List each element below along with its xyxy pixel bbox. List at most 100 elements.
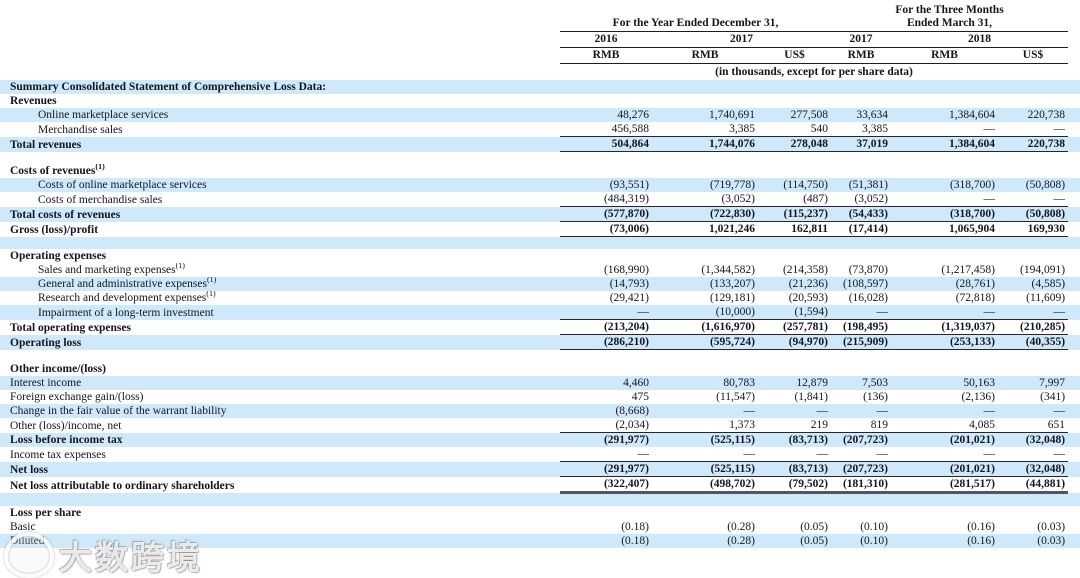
table-row: Costs of merchandise sales (484,319) (3,05…: [0, 192, 1080, 207]
row-spacer: [1068, 320, 1080, 335]
value-cell: 3,385: [831, 122, 892, 137]
comprehensive-loss-table: For the Year Ended December 31, For the …: [0, 4, 1080, 548]
row-label-text: Net loss attributable to ordinary shareh…: [10, 479, 235, 492]
row-label-text: Interest income: [10, 377, 82, 389]
row-label: Net loss: [0, 461, 560, 477]
row-spacer: [1068, 520, 1080, 534]
value-cell: —: [560, 305, 652, 320]
value-cell: —: [652, 447, 758, 462]
row-spacer: [1068, 291, 1080, 305]
col-header-currency: RMB: [891, 47, 999, 64]
row-label: Total operating expenses: [0, 320, 560, 335]
value-cell: [831, 152, 891, 165]
table-row: Summary Consolidated Statement of Compre…: [0, 80, 1080, 94]
value-cell: (498,702): [652, 476, 758, 494]
value-cell: [831, 249, 891, 263]
footnote-marker: (1): [206, 291, 216, 299]
header-spacer: [1068, 32, 1080, 48]
row-spacer: [1068, 305, 1080, 320]
header-group-row: For the Year Ended December 31, For the …: [0, 4, 1080, 32]
col-header-currency: RMB: [652, 47, 758, 64]
header-spacer: [0, 32, 560, 48]
value-cell: 278,048: [758, 136, 832, 152]
value-cell: (318,700): [891, 178, 999, 192]
value-cell: 33,634: [831, 108, 892, 122]
row-label-text: Merchandise sales: [38, 123, 123, 136]
value-cell: [831, 80, 892, 94]
value-cell: —: [831, 404, 892, 418]
value-cell: 819: [831, 418, 892, 433]
value-cell: —: [891, 404, 999, 418]
value-cell: (214,358): [782, 264, 829, 276]
row-label-text: Sales and marketing expenses: [38, 264, 176, 276]
col-header-year-2017-q1: 2017: [831, 31, 892, 48]
value-cell: (1,319,037): [891, 319, 999, 335]
value-cell: [560, 152, 652, 165]
table-row: Net loss attributable to ordinary shareh…: [0, 476, 1080, 494]
value-cell: [758, 94, 831, 108]
value-cell: (0.16): [967, 521, 996, 533]
row-label-text: Online marketplace services: [38, 109, 169, 121]
row-label: Costs of revenues(1): [0, 164, 560, 178]
row-spacer: [1068, 222, 1080, 237]
value-cell: 540: [758, 122, 832, 137]
row-label-text: Other income/(loss): [10, 363, 106, 375]
row-label-text: Revenues: [10, 95, 57, 107]
table-row: Basic (0.18) (0.28) (0.05) (0.10) (0.16) (0.03…: [0, 520, 1080, 534]
value-cell: (201,021): [891, 432, 999, 447]
value-cell: (129,181): [709, 292, 755, 304]
value-cell: (11,547): [716, 391, 755, 403]
col-header-currency: US$: [998, 47, 1069, 64]
value-cell: —: [998, 305, 1069, 320]
value-cell: [652, 152, 758, 165]
value-cell: [560, 94, 652, 108]
value-cell: (168,990): [603, 264, 649, 276]
col-group-three-months-line2: Ended March 31,: [906, 17, 993, 29]
value-cell: —: [560, 447, 652, 462]
row-spacer: [1068, 506, 1080, 520]
value-cell: (722,830): [652, 206, 758, 222]
value-cell: (1,594): [758, 305, 832, 320]
value-cell: 4,085: [891, 418, 999, 433]
value-cell: [831, 350, 891, 363]
row-label-text: Costs of online marketplace services: [38, 179, 207, 191]
value-cell: —: [891, 305, 999, 320]
row-label: General and administrative expenses(1): [0, 277, 560, 291]
value-cell: [998, 80, 1069, 94]
col-header-currency: US$: [758, 47, 832, 64]
row-label-text: Costs of revenues: [10, 165, 96, 177]
value-cell: (83,713): [758, 461, 832, 477]
value-cell: (577,870): [560, 206, 652, 222]
value-cell: [891, 249, 998, 263]
header-spacer: [1068, 4, 1080, 32]
row-label-text: Loss per share: [10, 507, 82, 519]
value-cell: (0.18): [560, 534, 652, 548]
row-label: Total costs of revenues: [0, 206, 560, 222]
value-cell: (2,136): [961, 391, 996, 403]
value-cell: [831, 362, 891, 376]
value-cell: (0.16): [891, 534, 999, 548]
value-cell: (281,517): [891, 476, 999, 494]
value-cell: —: [998, 404, 1069, 418]
row-label: Sales and marketing expenses(1): [0, 263, 560, 277]
row-spacer: [1068, 534, 1080, 548]
value-cell: 1,021,246: [652, 221, 758, 237]
value-cell: (719,778): [652, 178, 758, 192]
value-cell: (525,115): [652, 432, 758, 447]
header-spacer: [1068, 64, 1080, 81]
value-cell: (14,793): [560, 277, 652, 291]
footnote-marker: (1): [175, 263, 185, 271]
value-cell: 3,385: [652, 122, 758, 137]
value-cell: (40,355): [998, 334, 1069, 350]
col-header-currency: RMB: [831, 47, 892, 64]
value-cell: (318,700): [891, 206, 999, 222]
value-cell: (50,808): [998, 206, 1069, 222]
value-cell: (44,881): [998, 476, 1069, 494]
value-cell: —: [998, 192, 1069, 207]
value-cell: (0.10): [831, 534, 892, 548]
table-row: Income tax expenses — — — — — —: [0, 447, 1080, 462]
row-label: Merchandise sales: [0, 122, 560, 137]
value-cell: 169,930: [998, 221, 1069, 237]
value-cell: (93,551): [560, 178, 652, 192]
value-cell: —: [758, 404, 832, 418]
